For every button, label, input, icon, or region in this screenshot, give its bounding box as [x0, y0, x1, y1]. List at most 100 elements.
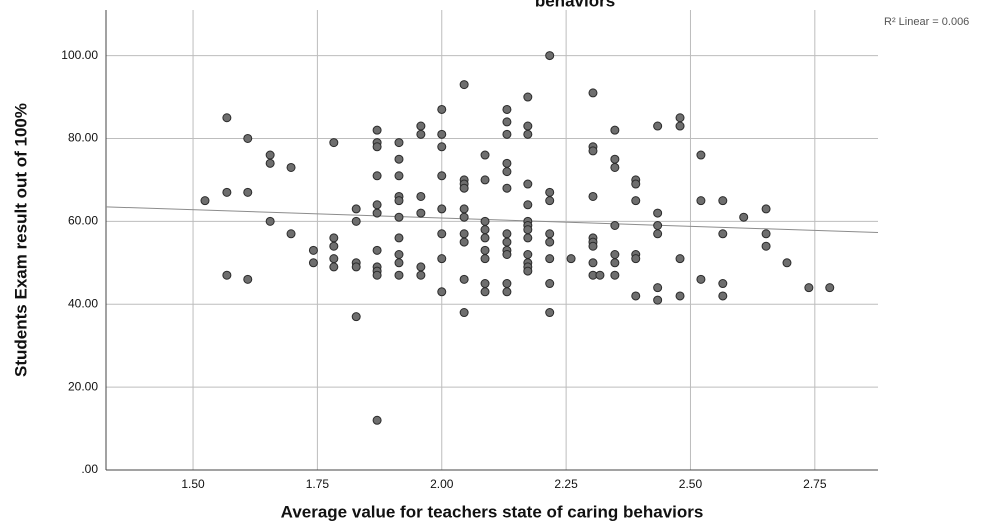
x-tick-label: 2.75 [803, 477, 827, 491]
data-point [545, 237, 555, 247]
chart-title: behaviors [535, 0, 615, 10]
data-point [329, 233, 339, 243]
data-point [675, 121, 685, 131]
data-point [696, 196, 706, 206]
data-point [372, 415, 382, 425]
data-point [761, 204, 771, 214]
data-point [437, 129, 447, 139]
r-squared-annotation: R² Linear = 0.006 [884, 16, 969, 28]
data-point [200, 196, 210, 206]
data-point [761, 229, 771, 239]
data-point [696, 150, 706, 160]
data-point [502, 129, 512, 139]
data-point [437, 104, 447, 114]
x-tick-label: 1.75 [306, 477, 330, 491]
data-point [588, 258, 598, 268]
data-point [243, 274, 253, 284]
data-point [502, 117, 512, 127]
data-point [545, 279, 555, 289]
data-point [653, 220, 663, 230]
data-point [610, 154, 620, 164]
data-point [394, 233, 404, 243]
data-point [351, 216, 361, 226]
data-point [459, 308, 469, 318]
data-point [502, 158, 512, 168]
data-point [351, 204, 361, 214]
data-point [588, 146, 598, 156]
data-point [372, 245, 382, 255]
data-point [631, 291, 641, 301]
data-point [610, 162, 620, 172]
data-point [545, 51, 555, 61]
data-point [545, 308, 555, 318]
data-point [308, 245, 318, 255]
data-point [437, 142, 447, 152]
data-point [588, 241, 598, 251]
data-point [739, 212, 749, 222]
data-point [372, 270, 382, 280]
data-point [653, 295, 663, 305]
data-point [653, 208, 663, 218]
data-point [416, 208, 426, 218]
data-point [610, 125, 620, 135]
x-tick-label: 2.25 [554, 477, 578, 491]
data-point [502, 183, 512, 193]
data-point [480, 225, 490, 235]
data-point [502, 104, 512, 114]
data-point [286, 229, 296, 239]
data-point [523, 179, 533, 189]
data-point [653, 283, 663, 293]
data-point [675, 113, 685, 123]
x-tick-label: 1.50 [181, 477, 205, 491]
data-point [437, 254, 447, 264]
data-point [631, 179, 641, 189]
data-point [222, 113, 232, 123]
data-point [480, 150, 490, 160]
data-point [394, 154, 404, 164]
data-point [545, 229, 555, 239]
data-point [653, 121, 663, 131]
data-point [394, 258, 404, 268]
data-point [437, 204, 447, 214]
data-point [329, 262, 339, 272]
data-point [566, 254, 576, 264]
x-axis-label: Average value for teachers state of cari… [281, 502, 704, 521]
data-point [480, 287, 490, 297]
data-point [696, 274, 706, 284]
data-point [329, 138, 339, 148]
data-point [437, 171, 447, 181]
data-point [480, 254, 490, 264]
data-point [416, 191, 426, 201]
data-point [416, 270, 426, 280]
data-point [523, 233, 533, 243]
data-point [545, 254, 555, 264]
data-point [394, 270, 404, 280]
data-point [459, 183, 469, 193]
data-point [610, 258, 620, 268]
y-tick-label: 80.00 [68, 131, 98, 145]
data-point [459, 274, 469, 284]
y-tick-label: 60.00 [68, 214, 98, 228]
data-point [351, 312, 361, 322]
data-point [394, 250, 404, 260]
data-point [502, 167, 512, 177]
data-point [502, 237, 512, 247]
data-point [416, 262, 426, 272]
data-point [480, 233, 490, 243]
data-point [459, 80, 469, 90]
data-point [610, 250, 620, 260]
data-point [595, 270, 605, 280]
fit-line [105, 206, 879, 234]
data-point [675, 291, 685, 301]
data-point [480, 216, 490, 226]
data-point [718, 229, 728, 239]
data-point [545, 196, 555, 206]
data-point [502, 229, 512, 239]
data-point [718, 291, 728, 301]
data-point [718, 196, 728, 206]
x-tick-label: 2.00 [430, 477, 454, 491]
data-point [372, 142, 382, 152]
data-point [523, 250, 533, 260]
data-point [351, 262, 361, 272]
